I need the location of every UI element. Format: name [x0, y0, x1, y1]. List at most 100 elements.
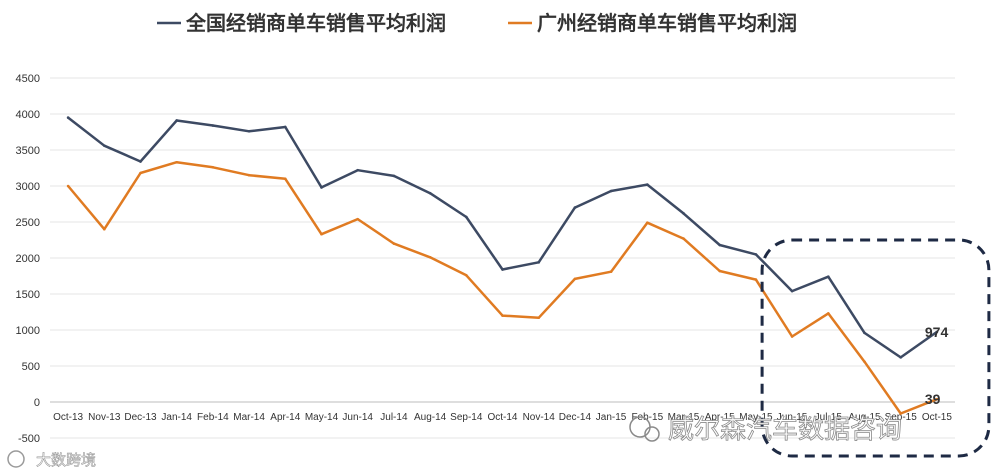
- data-point: [899, 356, 902, 359]
- watermarks: 威尔森汽车数据咨询 大数跨境: [7, 414, 902, 469]
- data-labels: 974 39: [925, 324, 949, 407]
- data-point: [863, 331, 866, 335]
- y-tick-label: 4000: [16, 109, 40, 121]
- x-tick-label: Apr-14: [270, 412, 300, 423]
- x-tick-label: Apr-15: [705, 412, 735, 423]
- x-tick-label: Oct-15: [922, 412, 952, 423]
- data-point: [682, 237, 685, 240]
- data-point: [646, 221, 649, 225]
- data-point: [428, 191, 432, 195]
- data-point: [718, 243, 721, 247]
- data-point: [899, 412, 902, 415]
- data-point: [211, 165, 215, 169]
- series-line-0: [67, 116, 938, 359]
- data-point: [682, 212, 685, 215]
- data-point: [284, 125, 287, 129]
- y-axis-ticks: -500 0 500 1000 1500 2000 2500 3000 3500 4000 4500: [16, 73, 40, 445]
- data-point: [103, 144, 106, 147]
- data-point: [465, 215, 468, 219]
- watermark-bottom-left: 大数跨境: [36, 451, 96, 469]
- x-tick-label: Dec-14: [559, 412, 592, 423]
- y-tick-label: 1000: [16, 325, 40, 337]
- data-point: [935, 397, 939, 401]
- x-tick-label: Feb-14: [197, 412, 229, 423]
- data-point: [609, 189, 613, 193]
- x-tick-label: Sep-14: [450, 412, 483, 423]
- x-tick-label: Jul-15: [815, 412, 843, 423]
- data-point: [139, 160, 142, 163]
- x-axis-ticks: Oct-13 Nov-13 Dec-13 Jan-14 Feb-14 Mar-14 Apr-…: [53, 412, 952, 423]
- brand-logo-icon: [7, 450, 25, 468]
- x-tick-label: Jul-14: [380, 412, 408, 423]
- data-point: [537, 261, 540, 264]
- data-point: [103, 227, 106, 231]
- y-tick-label: 4500: [16, 73, 40, 85]
- x-tick-label: Nov-13: [88, 412, 121, 423]
- data-point: [537, 316, 540, 320]
- x-tick-label: Oct-14: [487, 412, 517, 423]
- data-point: [247, 173, 251, 177]
- x-tick-label: Jun-15: [777, 412, 808, 423]
- data-point: [356, 217, 360, 221]
- x-tick-label: Jan-14: [161, 412, 192, 423]
- data-point: [66, 184, 70, 188]
- data-point: [718, 269, 721, 273]
- x-tick-label: Sep-15: [885, 412, 918, 423]
- data-point: [247, 129, 251, 133]
- y-tick-label: 3500: [16, 145, 40, 157]
- grid-lines: [50, 77, 955, 439]
- data-point: [863, 360, 866, 363]
- watermark-bottom-right: 威尔森汽车数据咨询: [668, 414, 902, 444]
- data-point: [646, 183, 649, 186]
- data-point: [320, 186, 323, 189]
- highlight-box: [760, 238, 991, 458]
- data-point: [320, 232, 323, 236]
- y-tick-label: 2000: [16, 253, 40, 265]
- series-lines: [66, 116, 939, 415]
- data-point: [790, 289, 794, 293]
- y-tick-label: 2500: [16, 217, 40, 229]
- data-point: [175, 160, 178, 164]
- data-point: [139, 171, 142, 175]
- data-point: [573, 206, 577, 209]
- data-point: [609, 270, 613, 273]
- x-tick-label: Feb-15: [631, 412, 663, 423]
- data-point: [754, 278, 758, 281]
- data-point: [501, 268, 504, 271]
- data-point: [827, 275, 830, 279]
- data-point: [175, 119, 178, 122]
- data-point: [465, 273, 468, 277]
- data-point: [573, 277, 577, 281]
- x-tick-label: Dec-13: [124, 412, 157, 423]
- data-point: [501, 314, 504, 317]
- x-tick-label: May-15: [739, 412, 773, 423]
- series-line-1: [67, 160, 938, 415]
- data-point: [935, 330, 939, 334]
- x-tick-label: Mar-14: [233, 412, 265, 423]
- data-point: [284, 177, 287, 181]
- x-tick-label: Oct-13: [53, 412, 83, 423]
- y-tick-label: 1500: [16, 289, 40, 301]
- y-tick-label: 500: [22, 361, 40, 373]
- x-tick-label: Aug-15: [848, 412, 881, 423]
- data-point: [428, 255, 432, 259]
- x-tick-label: Mar-15: [668, 412, 700, 423]
- data-label: 974: [925, 324, 949, 340]
- legend: 全国经销商单车销售平均利润 广州经销商单车销售平均利润: [157, 11, 797, 35]
- x-tick-label: Nov-14: [523, 412, 556, 423]
- x-tick-label: Aug-14: [414, 412, 447, 423]
- x-tick-label: Jun-14: [342, 412, 373, 423]
- data-point: [211, 124, 215, 127]
- y-tick-label: 3000: [16, 181, 40, 193]
- data-point: [827, 312, 830, 315]
- data-point: [392, 174, 396, 178]
- wechat-logo-icon-small: [644, 426, 660, 442]
- data-point: [790, 335, 794, 338]
- legend-label-national: 全国经销商单车销售平均利润: [185, 11, 446, 35]
- data-point: [66, 116, 70, 119]
- legend-label-guangzhou: 广州经销商单车销售平均利润: [537, 11, 797, 35]
- x-tick-label: May-14: [305, 412, 339, 423]
- data-point: [356, 168, 360, 172]
- data-label: 39: [925, 391, 941, 407]
